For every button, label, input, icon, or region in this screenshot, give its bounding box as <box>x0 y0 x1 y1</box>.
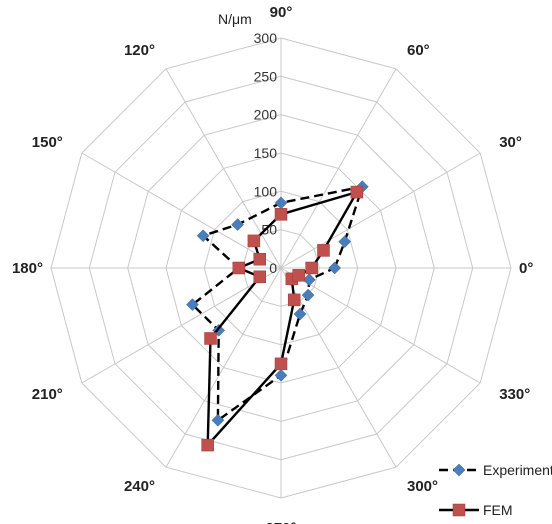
data-point-fem <box>350 185 364 199</box>
data-point-fem <box>292 269 305 282</box>
spoke-210 <box>81 267 282 384</box>
angle-label: 180° <box>12 260 43 277</box>
angle-label: 240° <box>124 478 155 495</box>
spoke-240 <box>165 267 282 468</box>
grid-layer <box>50 37 512 499</box>
spoke-60 <box>280 68 397 269</box>
angle-label: 150° <box>32 134 63 151</box>
data-point-experiment <box>302 273 316 287</box>
angle-label: 270° <box>265 520 296 524</box>
spoke-150 <box>81 152 282 269</box>
angle-label: 0° <box>519 260 533 277</box>
radial-tick-label: 200 <box>254 107 278 123</box>
data-point-experiment <box>293 307 307 321</box>
data-point-experiment <box>186 298 199 312</box>
legend-marker <box>452 463 466 477</box>
unit-label: N/μm <box>218 11 252 27</box>
legend-item-experiment: Experiment <box>439 462 552 478</box>
data-point-fem <box>204 332 217 345</box>
data-point-experiment <box>231 218 244 231</box>
legend: Experiment FEM <box>439 462 552 518</box>
data-point-experiment <box>211 413 225 427</box>
data-point-experiment <box>328 261 342 275</box>
angle-label: 120° <box>124 42 155 59</box>
data-point-fem <box>274 208 288 221</box>
series-layer <box>186 180 369 452</box>
spoke-120 <box>165 68 282 269</box>
data-point-fem <box>247 234 261 248</box>
legend-marker <box>452 503 466 517</box>
legend-item-fem: FEM <box>439 502 513 518</box>
data-point-fem <box>253 252 267 266</box>
data-point-fem <box>305 261 318 275</box>
radial-tick-label: 50 <box>261 222 277 238</box>
data-point-fem <box>287 293 301 307</box>
series-fem <box>201 185 364 452</box>
angle-label: 30° <box>499 134 522 151</box>
angle-labels: 0° 30° 60° 90° 120° 150° 180° 210° 240° 270° 300° 3… <box>12 4 533 524</box>
angle-label: 300° <box>407 478 438 495</box>
spoke-30 <box>280 152 481 269</box>
radial-tick-label: 300 <box>254 30 278 46</box>
radial-tick-label: 250 <box>254 68 278 84</box>
data-point-experiment <box>274 368 288 382</box>
data-point-experiment <box>301 288 315 302</box>
data-point-fem <box>232 261 246 275</box>
legend-label: Experiment <box>483 462 552 478</box>
angle-label: 330° <box>499 386 530 403</box>
data-point-experiment <box>338 235 352 248</box>
angle-label: 210° <box>32 386 63 403</box>
data-point-fem <box>317 244 330 257</box>
data-point-fem <box>201 438 214 452</box>
spoke-330 <box>280 267 481 384</box>
series-line-experiment <box>190 185 365 423</box>
data-point-fem <box>274 357 288 371</box>
angle-label: 90° <box>270 4 293 21</box>
data-point-fem <box>253 270 267 284</box>
legend-label: FEM <box>483 502 513 518</box>
radial-tick-label: 150 <box>254 145 278 161</box>
data-point-experiment <box>196 229 210 243</box>
angle-label: 60° <box>407 42 430 59</box>
radial-tick-label: 0 <box>269 260 277 276</box>
radial-tick-labels: 0 50 100 150 200 250 300 <box>254 30 278 276</box>
radial-tick-label: 100 <box>254 183 278 199</box>
